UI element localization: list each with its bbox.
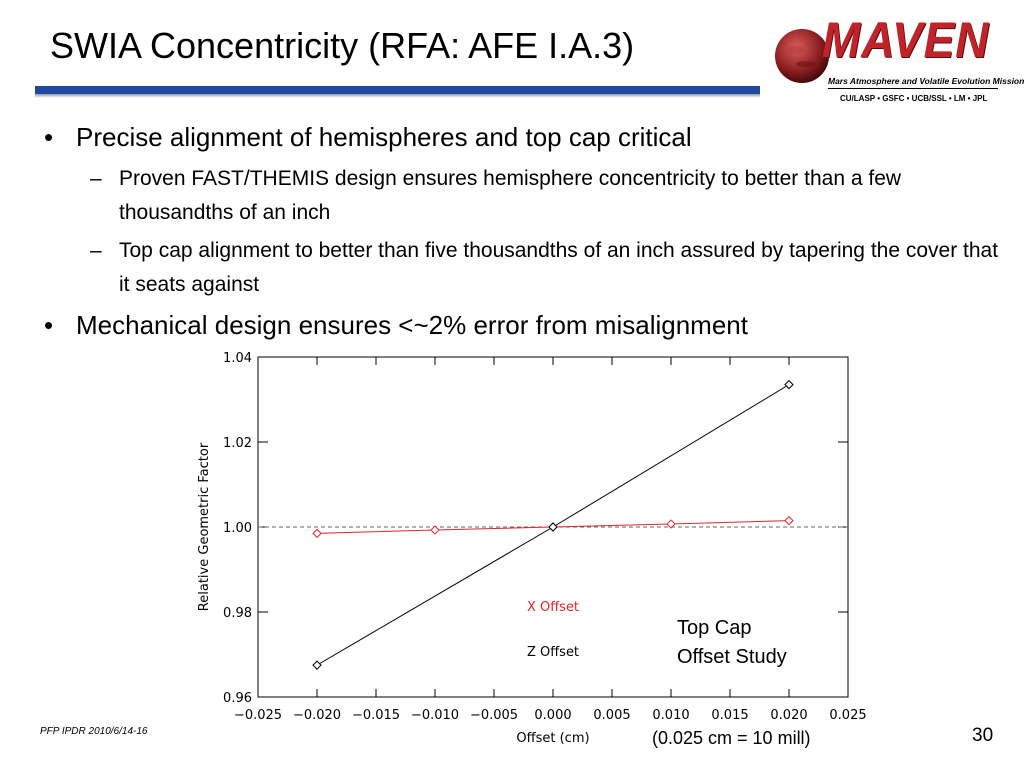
- x-tick-label: −0.005: [470, 708, 518, 723]
- logo-rule: [828, 88, 998, 89]
- bullet-glyph: •: [44, 310, 54, 340]
- y-tick-label: 0.96: [223, 691, 252, 706]
- study-label-line2: Offset Study: [677, 646, 787, 668]
- bullet-text: Precise alignment of hemispheres and top…: [76, 122, 692, 152]
- data-point: [548, 522, 558, 532]
- data-point: [666, 519, 676, 529]
- x-tick-label: 0.015: [711, 708, 748, 723]
- logo-wordmark: MAVEN: [822, 12, 990, 68]
- footer-text: PFP IPDR 2010/6/14-16: [40, 726, 148, 737]
- x-axis-label: Offset (cm): [516, 731, 589, 745]
- bullet-glyph: •: [44, 122, 54, 152]
- title-underline-shadow: [35, 94, 760, 98]
- x-tick-label: 0.025: [829, 708, 866, 723]
- sub-bullet-glyph: –: [90, 239, 102, 262]
- unit-conversion-note: (0.025 cm = 10 mill): [652, 728, 811, 748]
- x-tick-label: −0.020: [293, 708, 341, 723]
- data-point: [784, 379, 794, 390]
- x-tick-label: 0.005: [593, 708, 630, 723]
- bullet-text: Mechanical design ensures <~2% error fro…: [76, 310, 748, 340]
- x-tick-label: −0.010: [411, 708, 459, 723]
- legend-entry: Z Offset: [527, 645, 579, 660]
- sub-bullet-text: Proven FAST/THEMIS design ensures hemisp…: [119, 167, 902, 224]
- y-tick-label: 1.02: [223, 436, 252, 451]
- data-point: [784, 515, 794, 526]
- title-underline-bar: [35, 86, 760, 94]
- y-axis-label: Relative Geometric Factor: [197, 442, 212, 611]
- study-label-line1: Top Cap: [677, 617, 752, 639]
- sub-bullet-glyph: –: [90, 167, 102, 190]
- slide-title: SWIA Concentricity (RFA: AFE I.A.3): [50, 25, 635, 66]
- logo-subtitle: Mars Atmosphere and Volatile Evolution M…: [828, 76, 1024, 86]
- x-tick-label: −0.025: [234, 708, 282, 723]
- x-tick-label: −0.015: [352, 708, 400, 723]
- geometric-factor-chart: −0.025 −0.020 −0.015 −0.010 −0.005 0.000 0.005…: [197, 351, 867, 745]
- x-tick-label: 0.020: [770, 708, 807, 723]
- page-number: 30: [972, 725, 994, 746]
- mars-planet-icon: [775, 29, 829, 83]
- logo-partners: CU/LASP • GSFC • UCB/SSL • LM • JPL: [840, 94, 988, 103]
- data-point: [312, 528, 322, 539]
- data-point: [312, 660, 322, 670]
- maven-logo: MAVEN Mars Atmosphere and Volatile Evolu…: [770, 10, 1024, 110]
- study-label: Top Cap Offset Study: [677, 614, 787, 672]
- y-tick-label: 1.00: [223, 521, 252, 536]
- x-tick-label: 0.010: [652, 708, 689, 723]
- y-tick-label: 1.04: [223, 351, 252, 366]
- data-point: [430, 525, 440, 535]
- sub-bullet-text: Top cap alignment to better than five th…: [119, 239, 999, 296]
- legend-entry: X Offset: [527, 600, 579, 615]
- x-tick-label: 0.000: [534, 708, 571, 723]
- y-tick-label: 0.98: [223, 606, 252, 621]
